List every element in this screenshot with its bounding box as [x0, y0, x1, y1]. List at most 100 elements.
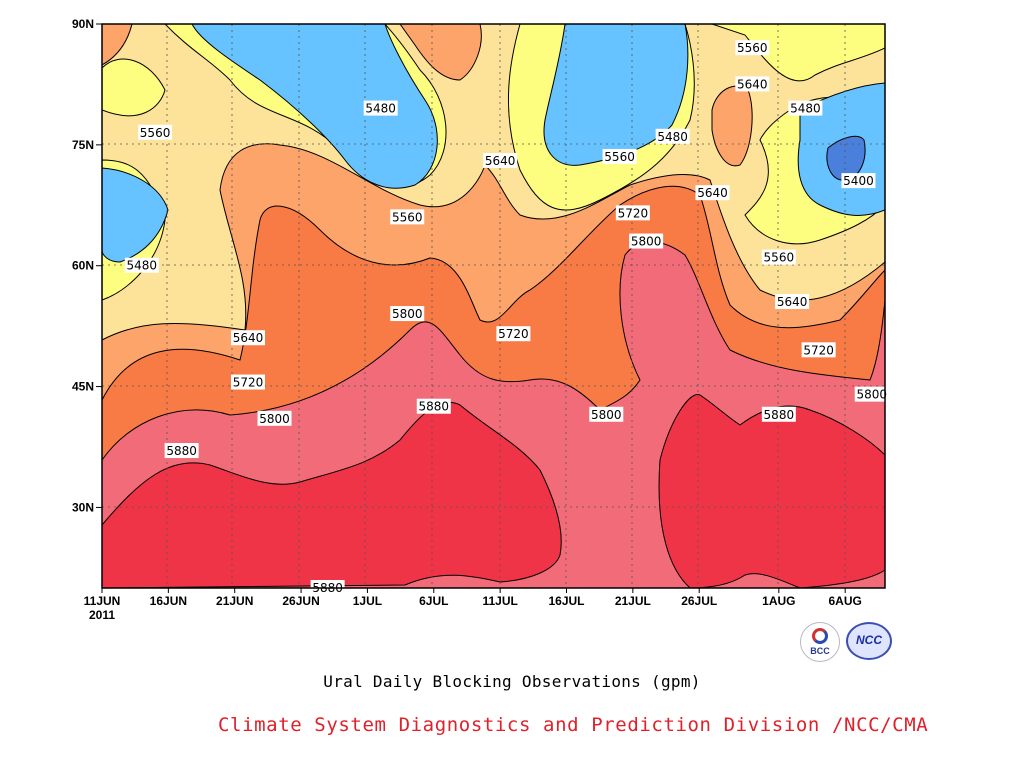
x-tick-label: 26JUL — [681, 594, 717, 608]
contour-label-text: 5720 — [803, 343, 834, 357]
contour-label-box — [124, 257, 159, 273]
ncc-logo-text: NCC — [856, 633, 882, 647]
x-tick-label: 26JUN — [282, 594, 319, 608]
contour-label: 5720 — [615, 205, 650, 221]
contour-label-text: 5800 — [591, 408, 622, 422]
contour-label: 5880 — [164, 443, 199, 459]
bcc-logo-text: BCC — [810, 646, 830, 656]
contour-label-text: 5640 — [777, 295, 808, 309]
contour-label-text: 5480 — [657, 130, 688, 144]
contour-label: 5400 — [841, 173, 876, 189]
x-tick-label: 21JUN — [216, 594, 253, 608]
contour-label-box — [801, 342, 836, 358]
x-tick-label: 6AUG — [829, 594, 862, 608]
ncc-logo-icon: NCC — [846, 622, 892, 660]
contour-label-text: 5400 — [843, 174, 874, 188]
chart-title: Ural Daily Blocking Observations (gpm) — [323, 672, 701, 691]
credit-line: Climate System Diagnostics and Predictio… — [218, 714, 929, 736]
x-tick-label: 1AUG — [762, 594, 795, 608]
y-tick-label: 60N — [72, 259, 94, 273]
contour-labels: 5560 5480 5480 5560 5640 5480 5560 5560 5640 5480… — [124, 40, 889, 595]
contour-label-box — [230, 330, 265, 346]
contour-label-box — [761, 249, 796, 265]
x-tick-label: 11JUL — [482, 594, 517, 608]
contour-label-box — [164, 443, 199, 459]
y-tick-label: 30N — [72, 500, 94, 514]
contour-label: 5880 — [416, 398, 451, 414]
contour-label-text: 5800 — [631, 235, 662, 249]
contour-label: 5720 — [230, 374, 265, 390]
contour-label-text: 5800 — [392, 307, 423, 321]
bcc-logo-icon: BCC — [800, 622, 840, 662]
contour-label-box — [788, 100, 823, 116]
contour-label-box — [363, 100, 398, 116]
x-tick-label: 16JUN — [150, 594, 187, 608]
contour-label: 5640 — [230, 330, 265, 346]
x-tick-label: 6JUL — [419, 594, 448, 608]
contour-label: 5480 — [124, 257, 159, 273]
contour-label: 5800 — [257, 410, 292, 426]
contour-label-text: 5800 — [856, 388, 887, 402]
contour-label: 5480 — [788, 100, 823, 116]
contour-label-box — [138, 124, 173, 140]
contour-label-text: 5640 — [737, 77, 768, 91]
band-5400-5480 — [102, 24, 885, 263]
contour-label: 5720 — [801, 342, 836, 358]
contour-label-text: 5720 — [618, 206, 649, 220]
contour-label: 5560 — [735, 40, 770, 56]
contour-label-text: 5720 — [233, 376, 264, 390]
contour-label-text: 5880 — [419, 400, 450, 414]
contour-label-text: 5720 — [498, 327, 529, 341]
contour-label-text: 5880 — [166, 444, 197, 458]
contour-label-box — [735, 40, 770, 56]
x-tick-label: 1JUL — [353, 594, 382, 608]
x-axis-year-label: 2011 — [89, 608, 115, 622]
contour-label-box — [735, 76, 770, 92]
contour-label-text: 5480 — [365, 102, 396, 116]
x-axis: 11JUN 16JUN 21JUN 26JUN 1JUL 6JUL 11JUL 16JUL 21… — [84, 588, 862, 608]
contour-label: 5800 — [629, 233, 664, 249]
contour-label-box — [775, 293, 810, 309]
contour-label-box — [416, 398, 451, 414]
contour-label: 5560 — [390, 209, 425, 225]
contour-label: 5800 — [390, 306, 425, 322]
y-tick-label: 75N — [72, 138, 94, 152]
contour-label: 5880 — [761, 406, 796, 422]
contour-fills — [102, 24, 885, 588]
contour-label: 5640 — [735, 76, 770, 92]
contour-chart: 5560 5480 5480 5560 5640 5480 5560 5560 5640 5480… — [72, 17, 889, 622]
contour-label: 5480 — [655, 128, 690, 144]
contour-label-text: 5480 — [790, 102, 821, 116]
contour-label-box — [629, 233, 664, 249]
contour-label-text: 5880 — [764, 408, 795, 422]
contour-label-text: 5640 — [485, 154, 516, 168]
contour-label: 5480 — [363, 100, 398, 116]
contour-label-box — [390, 209, 425, 225]
contour-label-text: 5560 — [737, 41, 768, 55]
contour-label-box — [695, 185, 730, 201]
contour-label-box — [483, 152, 518, 168]
contour-label: 5560 — [761, 249, 796, 265]
contour-label: 5720 — [496, 326, 531, 342]
contour-label: 5800 — [854, 386, 889, 402]
contour-label-box — [854, 386, 889, 402]
contour-label-box — [496, 326, 531, 342]
contour-label: 5560 — [602, 148, 637, 164]
contour-label: 5640 — [775, 293, 810, 309]
contour-label-text: 5640 — [697, 186, 728, 200]
x-tick-label: 21JUL — [615, 594, 651, 608]
contour-label-text: 5560 — [392, 210, 423, 224]
contour-label: 5560 — [138, 124, 173, 140]
contour-label-box — [257, 410, 292, 426]
y-axis: 30N 45N 60N 75N 90N — [72, 17, 102, 514]
contour-label-box — [615, 205, 650, 221]
x-tick-label: 11JUN — [84, 594, 121, 608]
y-tick-label: 90N — [72, 17, 94, 31]
contour-label-box — [761, 406, 796, 422]
contour-label-text: 5560 — [764, 251, 795, 265]
contour-label-box — [655, 128, 690, 144]
contour-label-box — [230, 374, 265, 390]
contour-label-box — [589, 406, 624, 422]
contour-label-box — [602, 148, 637, 164]
y-tick-label: 45N — [72, 380, 94, 394]
